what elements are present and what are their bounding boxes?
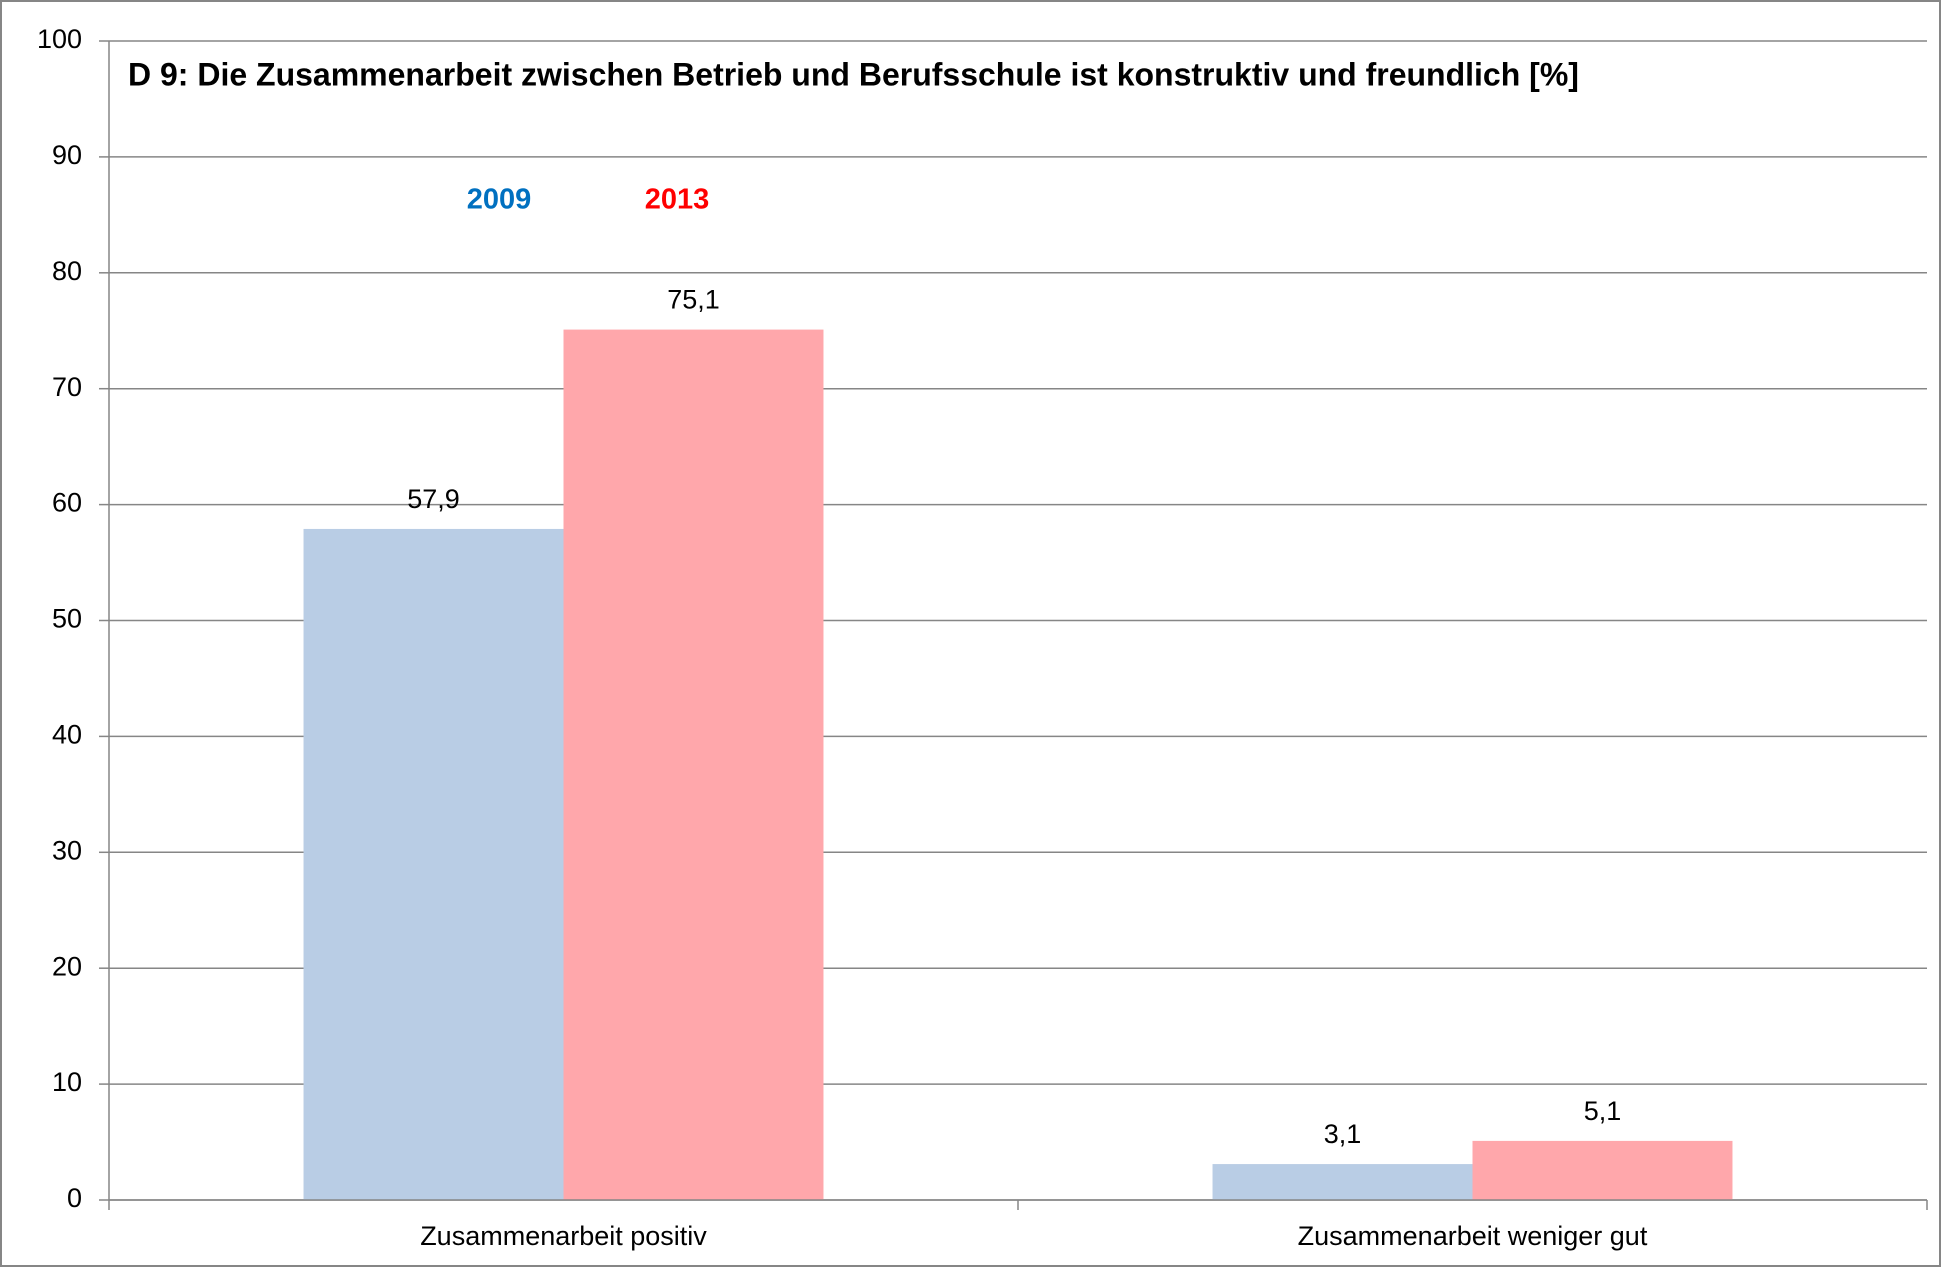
y-tick-label: 60	[52, 488, 82, 518]
y-tick-label: 80	[52, 256, 82, 286]
y-tick-label: 30	[52, 835, 82, 865]
chart-title: D 9: Die Zusammenarbeit zwischen Betrieb…	[128, 56, 1579, 92]
bar	[563, 329, 824, 1200]
y-tick-label: 90	[52, 140, 82, 170]
bar	[1212, 1164, 1473, 1200]
bar	[303, 528, 564, 1200]
data-label: 57,9	[407, 484, 460, 514]
data-label: 3,1	[1324, 1119, 1362, 1149]
y-tick-label: 10	[52, 1067, 82, 1097]
y-tick-label: 70	[52, 372, 82, 402]
legend-label: 2013	[645, 184, 710, 216]
y-tick-label: 20	[52, 951, 82, 981]
bar	[1472, 1140, 1733, 1200]
y-tick-label: 100	[37, 24, 82, 54]
y-tick-label: 40	[52, 720, 82, 750]
x-tick-label: Zusammenarbeit positiv	[420, 1221, 707, 1251]
data-label: 75,1	[667, 285, 720, 315]
data-label: 5,1	[1584, 1096, 1622, 1126]
legend-label: 2009	[467, 184, 532, 216]
y-tick-label: 50	[52, 604, 82, 634]
x-tick-label: Zusammenarbeit weniger gut	[1298, 1221, 1648, 1251]
y-tick-label: 0	[67, 1183, 82, 1213]
